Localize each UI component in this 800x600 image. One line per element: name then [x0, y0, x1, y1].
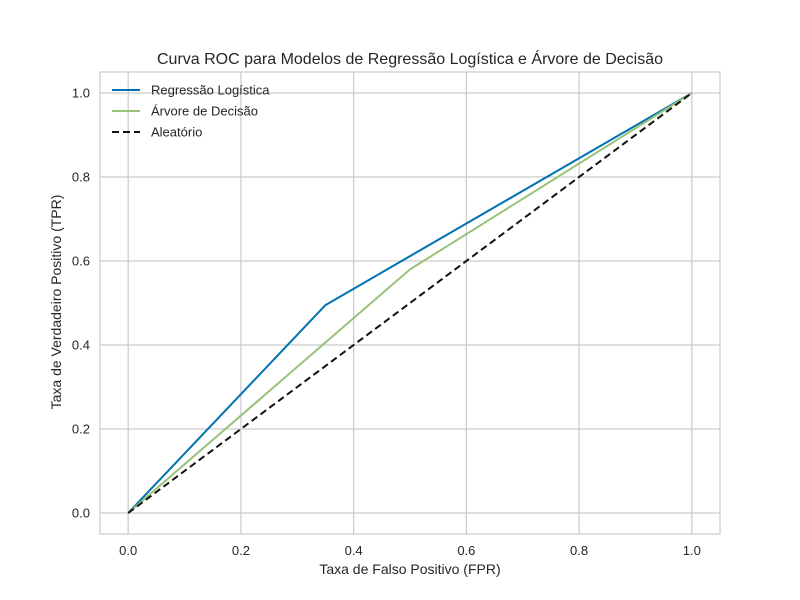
chart-title: Curva ROC para Modelos de Regressão Logí…	[157, 49, 663, 68]
y-tick-label: 0.8	[72, 170, 90, 185]
legend-label-2: Aleatório	[151, 125, 202, 140]
x-tick-label: 1.0	[683, 543, 701, 558]
x-tick-label: 0.0	[119, 543, 137, 558]
legend-label-1: Árvore de Decisão	[151, 104, 258, 119]
y-axis-label: Taxa de Verdadeiro Positivo (TPR)	[48, 195, 64, 410]
x-axis-ticks: 0.0 0.2 0.4 0.6 0.8 1.0	[119, 543, 701, 558]
y-tick-label: 0.2	[72, 422, 90, 437]
x-axis-label: Taxa de Falso Positivo (FPR)	[319, 561, 500, 577]
legend: Regressão Logística Árvore de Decisão Alea…	[112, 83, 270, 140]
series-line-1	[127, 92, 693, 514]
x-tick-label: 0.8	[570, 543, 588, 558]
legend-label-0: Regressão Logística	[151, 83, 270, 98]
x-tick-label: 0.6	[457, 543, 475, 558]
y-tick-label: 0.4	[72, 338, 90, 353]
plot-frame	[99, 71, 721, 535]
y-tick-label: 0.0	[72, 506, 90, 521]
series-lines	[127, 92, 693, 514]
series-line-0	[127, 92, 693, 514]
grid	[100, 72, 720, 534]
x-tick-label: 0.2	[232, 543, 250, 558]
y-tick-label: 0.6	[72, 254, 90, 269]
y-tick-label: 1.0	[72, 86, 90, 101]
x-tick-label: 0.4	[345, 543, 363, 558]
series-line-2	[127, 92, 693, 514]
y-axis-ticks: 0.0 0.2 0.4 0.6 0.8 1.0	[72, 86, 90, 521]
